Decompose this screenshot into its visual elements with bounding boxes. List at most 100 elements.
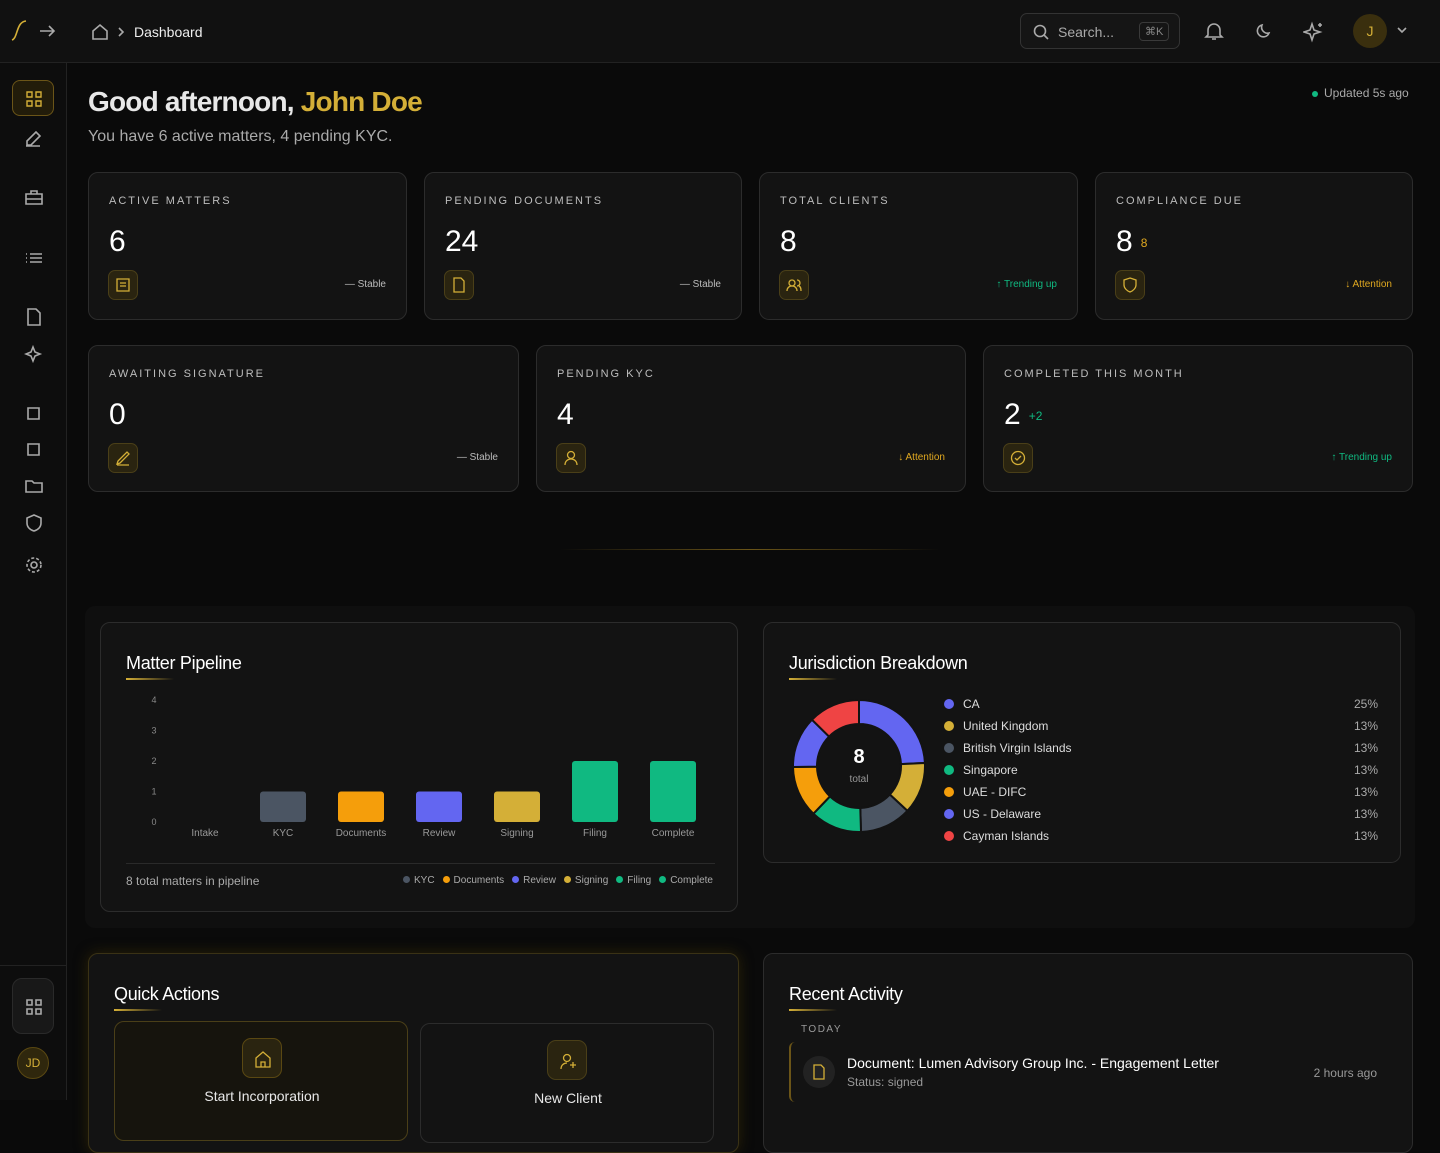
logo [11,20,56,41]
pipeline-footer: 8 total matters in pipeline [126,874,260,888]
x-tick-label: Intake [191,828,219,839]
stat-card[interactable]: COMPLETED THIS MONTH 2 +2 ↑ Trending up [983,345,1413,492]
sidebar-avatar[interactable]: JD [17,1047,49,1079]
activity-item[interactable]: Document: Lumen Advisory Group Inc. - En… [789,1042,1389,1102]
trend: ↓ Attention [1345,279,1392,290]
activity-card: Recent Activity TODAY Document: Lumen Ad… [763,953,1413,1153]
nav-icons[interactable] [24,129,44,509]
ai-button[interactable] [1303,21,1325,43]
legend-swatch [616,876,624,883]
center-label: total [849,774,869,785]
stat-card[interactable]: ACTIVE MATTERS 6 — Stable [88,172,407,320]
divider [560,549,940,550]
page: Dashboard Search... ⌘K J JD Good afterno… [0,13,1440,1153]
trend-text: Trending up [1339,452,1392,463]
trend: ↑ Trending up [996,279,1057,290]
stat-card[interactable]: PENDING DOCUMENTS 24 — Stable [424,172,742,320]
update-status: Updated 5s ago [1312,86,1409,100]
bar [650,761,696,822]
badge: +2 [1028,409,1043,424]
stat-card[interactable]: PENDING KYC 4 ↓ Attention [536,345,966,492]
legend-label: Singapore [963,763,1018,777]
value: 2 [1004,398,1021,431]
stat-value: 6 [109,225,126,258]
stat-label: ACTIVE MATTERS [109,195,232,207]
trend-text: Stable [357,279,386,290]
legend-item: KYC [402,875,435,886]
legend-label: Filing [627,875,652,886]
bar [338,791,384,822]
group-label: TODAY [801,1024,843,1035]
donut-segment [810,699,860,738]
legend-label: UAE - DIFC [963,785,1027,799]
stat-card[interactable]: AWAITING SIGNATURE 0 — Stable [88,345,519,492]
stat-icon [444,270,474,300]
notifications[interactable] [1204,21,1224,41]
bar [572,761,618,822]
legend-row: Singapore 13% [944,759,1378,781]
legend-item: Filing [616,875,651,886]
value: 8 [1116,225,1133,258]
legend-label: Review [523,875,556,886]
stat-icon [779,270,809,300]
subtitle: You have 6 active matters, 4 pending KYC… [88,128,393,145]
x-tick-label: Signing [500,828,533,839]
stat-label: AWAITING SIGNATURE [109,368,265,380]
quick-actions-card: Quick Actions Start Incorporation New Cl… [88,953,739,1153]
stat-value: 8 [780,225,797,258]
y-tick-label: 0 [151,817,156,827]
bar [494,791,540,822]
stat-card[interactable]: TOTAL CLIENTS 8 ↑ Trending up [759,172,1078,320]
legend-label: US - Delaware [963,807,1042,821]
trend: ↓ Attention [898,452,945,463]
apps[interactable] [12,978,54,1034]
stat-label: TOTAL CLIENTS [780,195,890,207]
home-icon[interactable] [91,23,125,41]
legend-row: United Kingdom 13% [944,715,1378,737]
breadcrumb[interactable]: Dashboard [134,24,203,40]
legend-item: Documents [442,875,504,886]
card-title: Matter Pipeline [126,653,242,673]
y-tick-label: 4 [151,695,156,705]
legend-swatch [944,765,954,775]
legend-value: 13% [1353,763,1378,777]
legend-item: Review [512,875,556,886]
action-label: Start Incorporation [204,1088,320,1104]
stat-value: 0 [109,398,126,431]
search-box[interactable]: Search... ⌘K [1020,13,1180,49]
activity-status: Status: signed [847,1075,924,1089]
sidebar: JD [0,63,67,1100]
legend-value: 13% [1353,829,1378,843]
legend-item: Complete [659,875,713,886]
legend-label: United Kingdom [963,719,1049,733]
stat-value: 2 +2 [1004,398,1042,432]
legend-swatch [944,787,954,797]
trend: ↑ Trending up [1331,452,1392,463]
trend-text: Attention [1352,279,1392,290]
user-avatar[interactable]: J [1353,14,1387,48]
nav-icons-lower[interactable] [24,513,44,613]
action-button[interactable]: New Client [420,1023,714,1143]
legend-swatch [944,743,954,753]
trend-text: Stable [469,452,498,463]
legend-row: Cayman Islands 13% [944,825,1378,847]
theme-toggle[interactable] [1255,22,1273,40]
legend-row: British Virgin Islands 13% [944,737,1378,759]
legend-label: KYC [413,875,435,886]
card-title: Quick Actions [114,984,220,1004]
action-button[interactable]: Start Incorporation [114,1021,408,1141]
nav-dashboard[interactable] [12,80,54,116]
bar [416,791,462,822]
user-menu[interactable] [1396,26,1408,36]
stat-card[interactable]: COMPLIANCE DUE 8 8 ↓ Attention [1095,172,1413,320]
stat-value: 4 [557,398,574,431]
badge: 8 [1140,236,1148,251]
trend-text: Attention [905,452,945,463]
legend-label: Complete [670,875,713,886]
stat-icon [556,443,586,473]
legend-label: Signing [574,875,609,886]
user-name: John Doe [300,86,423,117]
action-label: New Client [534,1090,602,1106]
trend: — Stable [456,452,498,463]
stat-icon [108,270,138,300]
